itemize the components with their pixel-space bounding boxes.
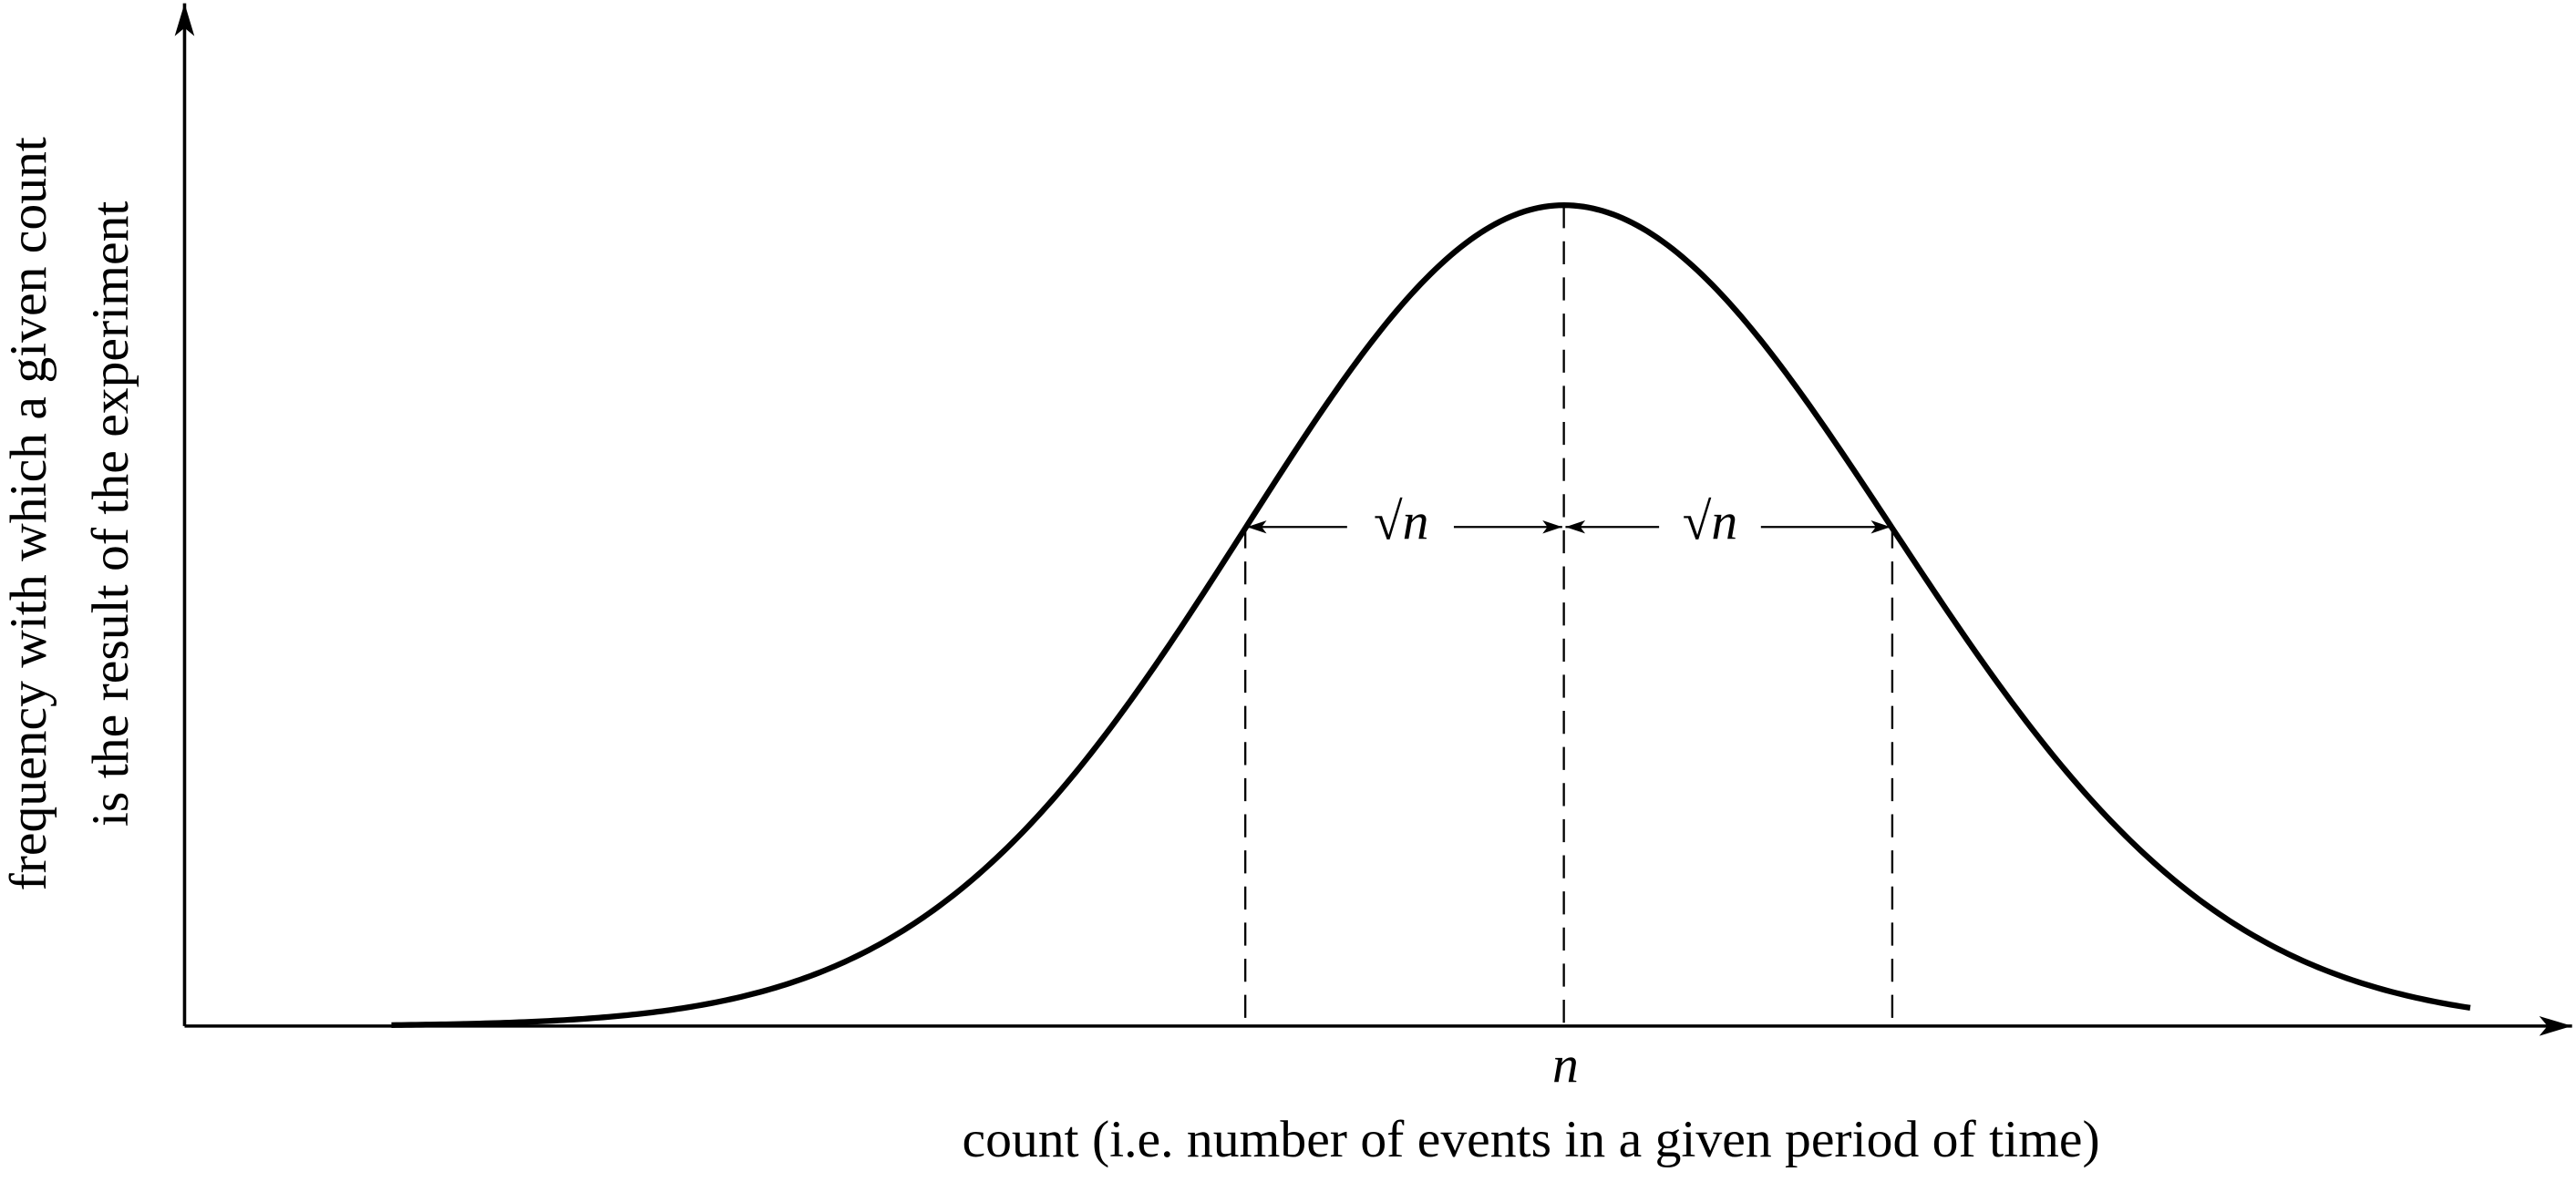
bell-curve <box>391 202 2471 1028</box>
x-axis-label: count (i.e. number of events in a given … <box>963 1111 2100 1168</box>
y-axis-label: frequency with which a given count <box>0 137 57 890</box>
spread-label: √n <box>1374 493 1428 550</box>
mean-label: n <box>1552 1037 1579 1095</box>
y-axis-label: is the result of the experiment <box>82 201 139 827</box>
spread-label: √n <box>1683 493 1737 550</box>
guides <box>1243 205 1894 1026</box>
